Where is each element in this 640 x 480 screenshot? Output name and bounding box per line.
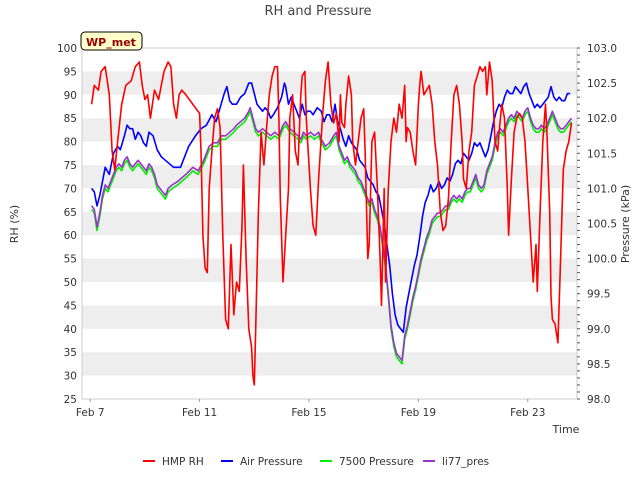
- legend-label: 7500 Pressure: [339, 456, 414, 468]
- grid-band: [82, 305, 577, 329]
- series-line-hmp-rh: [90, 61, 573, 386]
- y-left-tick-label: 75: [64, 160, 77, 172]
- x-tick-label: Feb 23: [510, 407, 545, 419]
- x-tick-label: Feb 15: [291, 407, 326, 419]
- x-tick-label: Feb 7: [76, 407, 105, 419]
- legend-label: li77_pres: [442, 456, 489, 468]
- y-left-tick-label: 35: [64, 347, 77, 359]
- legend-label: HMP RH: [162, 456, 204, 468]
- x-axis-label: Time: [552, 423, 580, 436]
- y-right-tick-label: 100.0: [587, 254, 617, 266]
- chart-title: RH and Pressure: [264, 4, 371, 19]
- x-tick-label: Feb 19: [401, 407, 436, 419]
- y-left-tick-label: 50: [64, 277, 77, 289]
- y-left-tick-label: 70: [64, 183, 77, 195]
- series-line-7500-pressure: [90, 110, 573, 365]
- right-axis: 98.0 98.5 99.0 99.5 100.0 100.5 101.0 101.5 102.…: [577, 43, 617, 406]
- x-tick-label: Feb 11: [182, 407, 217, 419]
- y-left-tick-label: 60: [64, 230, 77, 242]
- y-left-tick-label: 45: [64, 300, 77, 312]
- y-axis-right-label: Pressure (kPa): [619, 185, 632, 263]
- y-right-tick-label: 102.0: [587, 113, 617, 125]
- y-right-tick-label: 98.5: [587, 359, 610, 371]
- y-right-tick-label: 103.0: [587, 43, 617, 55]
- grid-bands: [82, 71, 577, 376]
- y-left-tick-label: 95: [64, 66, 77, 78]
- legend-label: Air Pressure: [240, 456, 303, 468]
- left-axis: 25 30 35 40 45 50 55 60 65 70 75 80 85 90 95 100: [57, 43, 77, 406]
- site-label: WP_met: [86, 36, 136, 49]
- series-line-li77-pres: [90, 106, 573, 362]
- grid-band: [82, 258, 577, 282]
- y-left-tick-label: 55: [64, 254, 77, 266]
- y-left-tick-label: 100: [57, 43, 77, 55]
- x-axis: Feb 7 Feb 11 Feb 15 Feb 19 Feb 23: [76, 399, 545, 419]
- legend: HMP RH Air Pressure 7500 Pressure li77_pres: [143, 456, 489, 468]
- y-left-tick-label: 90: [64, 90, 77, 102]
- y-right-tick-label: 98.0: [587, 394, 610, 406]
- site-label-box: WP_met: [80, 31, 143, 51]
- y-left-tick-label: 80: [64, 137, 77, 149]
- y-left-tick-label: 85: [64, 113, 77, 125]
- series-lines: [90, 61, 573, 386]
- y-left-tick-label: 25: [64, 394, 77, 406]
- y-left-tick-label: 30: [64, 371, 77, 383]
- y-right-tick-label: 101.5: [587, 148, 617, 160]
- y-right-tick-label: 99.5: [587, 289, 610, 301]
- y-left-tick-label: 65: [64, 207, 77, 219]
- y-right-tick-label: 101.0: [587, 183, 617, 195]
- grid-band: [82, 352, 577, 376]
- y-left-tick-label: 40: [64, 324, 77, 336]
- grid-band: [82, 118, 577, 142]
- y-right-tick-label: 99.0: [587, 324, 610, 336]
- grid-band: [82, 211, 577, 236]
- y-right-tick-label: 100.5: [587, 219, 617, 231]
- y-right-tick-label: 102.5: [587, 78, 617, 90]
- y-axis-left-label: RH (%): [8, 205, 21, 243]
